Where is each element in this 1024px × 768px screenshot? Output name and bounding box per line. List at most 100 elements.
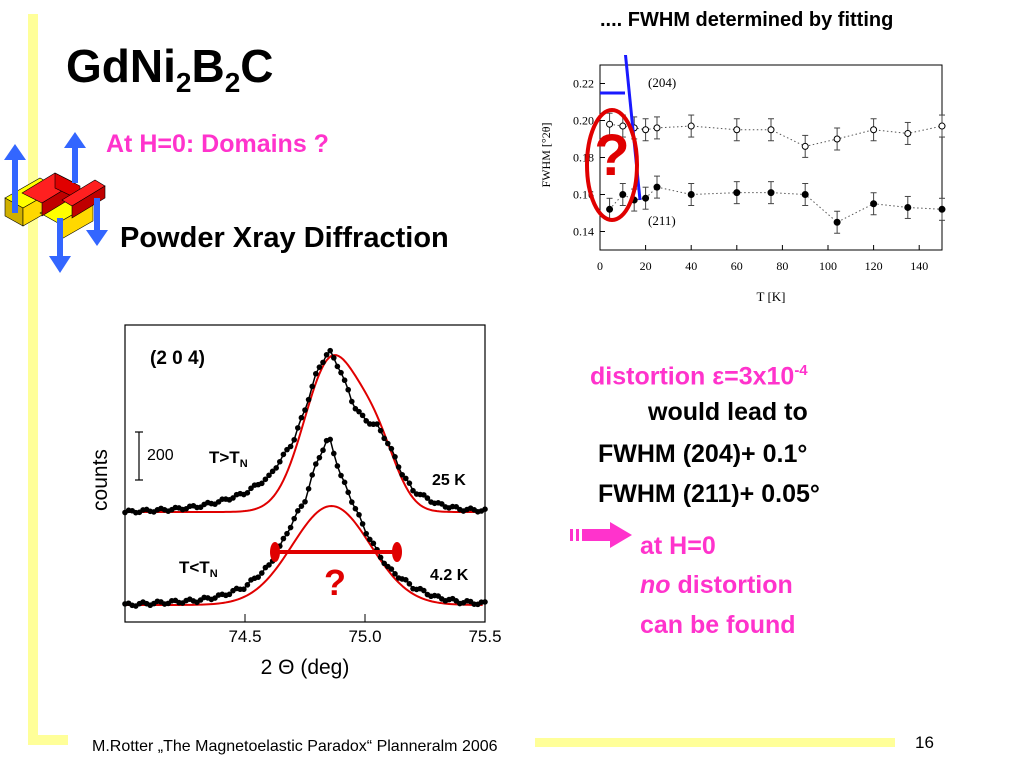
fwhm-x-ticks: 0 20 40 60 80 100 120 140 — [597, 245, 928, 273]
diffraction-data-point — [320, 359, 326, 366]
diffraction-data-point — [377, 554, 384, 561]
fwhm-point — [938, 122, 946, 130]
diffraction-data-point — [370, 540, 377, 547]
diffraction-data-point — [262, 476, 269, 483]
diffraction-data-point — [421, 587, 427, 594]
diffraction-data-point — [406, 480, 413, 486]
diffraction-data-point — [298, 503, 305, 509]
diffraction-data-point — [269, 468, 276, 475]
diffraction-x-tick-label: 75.5 — [468, 627, 501, 646]
width-marker-left-cap — [270, 542, 280, 562]
fwhm-point — [619, 191, 627, 198]
diffraction-data-point — [295, 425, 301, 431]
distortion-line: distortion ε=3x10-4 — [590, 362, 808, 391]
diffraction-data-point — [309, 472, 315, 478]
diffraction-data-point — [331, 355, 337, 361]
diffraction-data-point — [341, 377, 348, 384]
diffraction-data-point — [395, 464, 402, 470]
fwhm-point — [938, 205, 946, 213]
fwhm-x-tick-label: 120 — [865, 259, 883, 273]
diffraction-data-point — [313, 461, 319, 467]
diffraction-data-point — [320, 447, 326, 454]
diffraction-data-point — [377, 427, 384, 434]
diffraction-data-point — [327, 436, 333, 443]
diffraction-data-point — [345, 489, 352, 496]
diffraction-data-point — [421, 492, 427, 498]
diffraction-data-point — [410, 487, 416, 494]
diffraction-data-point — [403, 475, 409, 482]
diffraction-x-ticks: 74.5 75.0 75.5 — [228, 614, 502, 646]
diffraction-data-point — [287, 524, 294, 531]
fwhm-x-tick-label: 40 — [685, 259, 697, 273]
fwhm-point — [642, 194, 650, 202]
fwhm-point — [687, 122, 695, 130]
diffraction-data-point — [302, 498, 308, 505]
conclusion-line-2: no distortion — [640, 571, 793, 599]
diffraction-data-point — [255, 574, 261, 580]
diffraction-data-point — [241, 586, 247, 593]
two-theta-axis-label: 2 Θ (deg) — [261, 656, 350, 679]
domains-subtitle: At H=0: Domains ? — [106, 130, 329, 158]
fwhm-point — [767, 126, 775, 134]
diffraction-data-point — [244, 490, 251, 496]
diffraction-data-point — [305, 396, 312, 403]
bottom-right-accent-bar — [535, 738, 895, 747]
fwhm-point — [801, 191, 809, 198]
diffraction-data-point — [388, 566, 395, 572]
fwhm-point — [870, 126, 878, 134]
diffraction-data-point — [356, 408, 362, 415]
diffraction-series — [122, 347, 488, 609]
diffraction-data-point — [323, 351, 330, 358]
diffraction-data-point — [259, 480, 265, 487]
conclusion-line-1: at H=0 — [640, 532, 716, 560]
diffraction-data-point — [287, 443, 294, 450]
diffraction-data-point — [280, 451, 287, 458]
fwhm-x-tick-label: 100 — [819, 259, 837, 273]
fwhm-point — [653, 183, 661, 191]
diffraction-data-point — [331, 450, 337, 457]
diffraction-data-point — [392, 454, 398, 460]
fwhm-204-line: FWHM (204)+ 0.1° — [598, 440, 808, 468]
fwhm-series-label-211: (211) — [648, 213, 676, 228]
label-t-below-tn: T<TN — [179, 558, 218, 580]
diffraction-data-point — [298, 414, 305, 421]
diffraction-data-point — [482, 506, 488, 513]
diffraction-data-point — [313, 370, 319, 377]
label-4-2k: 4.2 K — [430, 567, 469, 584]
fwhm-point — [767, 189, 775, 197]
width-question-mark: ? — [324, 562, 346, 603]
slide-title: GdNi2B2C — [66, 40, 274, 98]
diffraction-data-point — [359, 521, 366, 527]
footer-citation: M.Rotter „The Magnetoelastic Paradox“ Pl… — [92, 738, 498, 755]
xray-subtitle: Powder Xray Diffraction — [120, 222, 449, 254]
fwhm-point — [619, 122, 627, 130]
fwhm-y-tick-label: 0.22 — [573, 77, 594, 91]
diffraction-data-point — [266, 562, 272, 568]
diffraction-data-point — [277, 458, 283, 465]
page-number: 16 — [915, 733, 934, 752]
magnet-logo-icon — [4, 132, 108, 273]
fwhm-point — [606, 205, 614, 213]
diffraction-data-point — [356, 511, 362, 518]
diffraction-data-point — [302, 407, 308, 413]
fwhm-point — [904, 203, 912, 211]
diffraction-data-point — [381, 435, 388, 442]
fwhm-point — [833, 218, 841, 226]
pink-arrow-icon — [570, 522, 632, 548]
diffraction-title: (2 0 4) — [150, 348, 205, 369]
fwhm-point — [642, 126, 650, 134]
diffraction-plot-frame — [124, 324, 486, 623]
diffraction-data-point — [334, 363, 341, 370]
fwhm-x-tick-label: 80 — [776, 259, 788, 273]
diffraction-data-point — [349, 499, 355, 505]
diffraction-data-point — [482, 599, 488, 605]
diffraction-data-point — [305, 486, 312, 492]
fwhm-x-tick-label: 0 — [597, 259, 603, 273]
fwhm-chart: 0.140.160.180.200.22 0 20 40 60 80 100 120 140 … — [539, 55, 946, 304]
diffraction-data-point — [280, 535, 287, 542]
fwhm-y-tick-label: 0.18 — [573, 151, 594, 165]
diffraction-data-point — [259, 570, 265, 576]
fwhm-y-tick-label: 0.20 — [573, 114, 594, 128]
diffraction-data-point — [309, 383, 315, 390]
diffraction-x-tick-label: 74.5 — [228, 627, 261, 646]
